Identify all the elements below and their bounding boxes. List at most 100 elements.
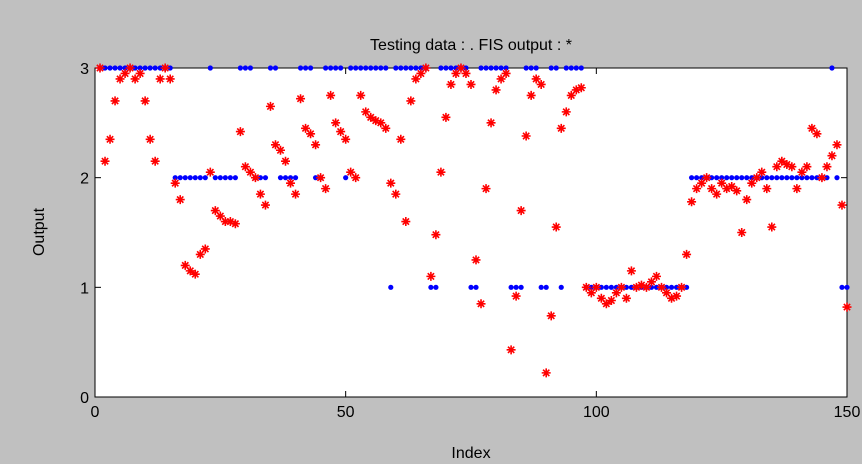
data-point (739, 175, 745, 181)
data-point (190, 269, 200, 279)
dot (117, 65, 123, 71)
dot (257, 175, 264, 181)
dot (147, 65, 153, 71)
data-point (421, 63, 431, 73)
data-point (576, 83, 586, 93)
data-point (448, 65, 454, 71)
dot (468, 284, 474, 290)
data-point (571, 85, 581, 95)
data-point (371, 116, 381, 126)
dot (613, 284, 619, 290)
data-point (613, 284, 619, 290)
data-point (368, 65, 374, 71)
star (677, 282, 687, 292)
data-point (491, 85, 501, 95)
data-point (812, 129, 822, 139)
dot (393, 65, 399, 71)
data-point (185, 266, 195, 276)
data-point (155, 74, 165, 84)
star (777, 156, 787, 166)
dot (673, 284, 680, 290)
plot-area (95, 68, 847, 397)
star (361, 107, 371, 117)
dot (548, 65, 554, 71)
data-point (558, 284, 564, 290)
data-point (275, 145, 285, 155)
dot (192, 175, 198, 181)
dot (338, 65, 344, 71)
star (566, 90, 576, 100)
star (235, 127, 245, 137)
data-point (383, 65, 389, 71)
star (145, 134, 155, 144)
star (230, 219, 240, 229)
data-point (175, 195, 185, 205)
dot (518, 284, 524, 290)
star (446, 79, 456, 89)
data-point (844, 284, 850, 290)
data-point (282, 175, 289, 181)
dot (503, 65, 509, 71)
data-point (842, 302, 852, 312)
data-point (117, 65, 123, 71)
data-point (792, 184, 802, 194)
dot (724, 175, 730, 181)
data-point (386, 178, 396, 188)
data-point (286, 178, 296, 188)
data-point (428, 284, 434, 290)
data-point (306, 129, 316, 139)
data-point (272, 65, 279, 71)
x-tick-label: 50 (337, 404, 355, 421)
star (205, 167, 215, 177)
star (125, 63, 135, 73)
star (591, 282, 601, 292)
star (812, 129, 822, 139)
star (747, 178, 757, 188)
data-point (441, 112, 451, 122)
star (120, 68, 130, 78)
star (807, 123, 817, 133)
data-point (521, 131, 531, 141)
data-point (436, 167, 446, 177)
dot (533, 65, 539, 71)
dot (608, 284, 614, 290)
chart-title: Testing data : . FIS output : * (370, 37, 572, 54)
data-point (814, 175, 820, 181)
star (95, 63, 105, 73)
data-point (712, 189, 722, 199)
data-point (742, 195, 752, 205)
x-tick-label: 100 (583, 404, 610, 421)
dot (448, 65, 454, 71)
star (356, 90, 366, 100)
dot (182, 175, 188, 181)
data-point (353, 65, 359, 71)
star (657, 282, 667, 292)
dot (157, 65, 163, 71)
data-point (341, 134, 351, 144)
data-point (167, 65, 173, 71)
star (707, 184, 717, 194)
star (662, 288, 672, 298)
dot (488, 65, 494, 71)
star (366, 112, 376, 122)
dot (734, 175, 740, 181)
dot (433, 284, 439, 290)
data-point (697, 178, 707, 188)
data-point (433, 284, 439, 290)
data-point (222, 175, 228, 181)
data-point (235, 127, 245, 137)
dot (844, 284, 850, 290)
data-point (311, 140, 321, 150)
data-point (782, 160, 792, 170)
star (832, 140, 842, 150)
data-point (205, 167, 215, 177)
dot (177, 175, 183, 181)
data-point (523, 65, 529, 71)
data-point (732, 186, 742, 196)
dot (523, 65, 529, 71)
star (245, 167, 255, 177)
dot (749, 175, 755, 181)
dot (107, 65, 113, 71)
star (636, 280, 646, 290)
data-point (418, 65, 424, 71)
